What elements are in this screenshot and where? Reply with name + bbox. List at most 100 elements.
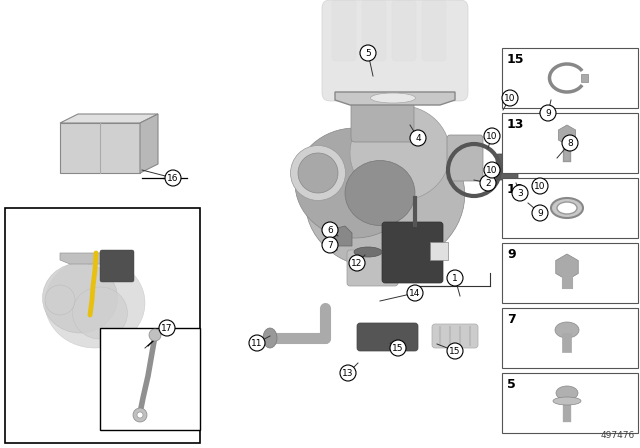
Text: 10: 10: [486, 165, 498, 175]
Circle shape: [322, 237, 338, 253]
Circle shape: [390, 340, 406, 356]
Text: 10: 10: [486, 132, 498, 141]
Circle shape: [360, 45, 376, 61]
Text: 15: 15: [449, 346, 461, 356]
Circle shape: [562, 135, 578, 151]
Text: 2: 2: [485, 178, 491, 188]
Text: 1: 1: [452, 273, 458, 283]
Polygon shape: [330, 226, 352, 246]
Text: 4: 4: [415, 134, 421, 142]
Text: 15: 15: [392, 344, 404, 353]
Ellipse shape: [371, 93, 415, 103]
FancyBboxPatch shape: [332, 0, 356, 61]
Circle shape: [480, 175, 496, 191]
Bar: [430, 242, 448, 260]
Circle shape: [165, 170, 181, 186]
Ellipse shape: [345, 160, 415, 225]
Ellipse shape: [263, 328, 277, 348]
Text: 15: 15: [507, 53, 525, 66]
Ellipse shape: [291, 146, 346, 201]
Text: 13: 13: [342, 369, 354, 378]
Circle shape: [484, 174, 496, 186]
Bar: [100, 328, 200, 430]
Bar: [581, 74, 588, 82]
Circle shape: [137, 412, 143, 418]
Circle shape: [349, 255, 365, 271]
Ellipse shape: [305, 128, 465, 268]
FancyBboxPatch shape: [392, 0, 416, 61]
Circle shape: [484, 128, 500, 144]
Bar: [502, 373, 638, 433]
FancyBboxPatch shape: [322, 0, 468, 101]
Circle shape: [502, 90, 518, 106]
Ellipse shape: [551, 198, 583, 218]
Circle shape: [340, 365, 356, 381]
Text: 11: 11: [252, 339, 263, 348]
Text: 10: 10: [504, 94, 516, 103]
Circle shape: [447, 343, 463, 359]
Circle shape: [159, 320, 175, 336]
Text: 9: 9: [537, 208, 543, 217]
Text: 5: 5: [365, 48, 371, 57]
Text: 17: 17: [161, 323, 173, 332]
Bar: [502, 48, 638, 108]
FancyBboxPatch shape: [432, 324, 478, 348]
Text: 6: 6: [327, 225, 333, 234]
Bar: [502, 243, 638, 303]
Ellipse shape: [45, 285, 75, 315]
Circle shape: [407, 285, 423, 301]
Bar: [502, 113, 638, 173]
FancyBboxPatch shape: [447, 135, 483, 181]
FancyBboxPatch shape: [351, 99, 414, 142]
Bar: [502, 178, 638, 238]
Text: 16: 16: [167, 173, 179, 182]
Polygon shape: [60, 253, 110, 264]
Circle shape: [249, 335, 265, 351]
FancyBboxPatch shape: [347, 250, 398, 286]
Ellipse shape: [45, 258, 145, 348]
Ellipse shape: [557, 202, 577, 214]
Polygon shape: [60, 123, 140, 173]
Ellipse shape: [354, 247, 382, 257]
Text: 10: 10: [507, 183, 525, 196]
Text: 7: 7: [327, 241, 333, 250]
Text: 9: 9: [545, 108, 551, 117]
FancyBboxPatch shape: [422, 0, 446, 61]
Bar: [502, 308, 638, 368]
Ellipse shape: [350, 105, 450, 201]
Circle shape: [540, 105, 556, 121]
Text: 8: 8: [567, 138, 573, 147]
Ellipse shape: [555, 322, 579, 338]
Ellipse shape: [72, 287, 127, 339]
Text: 13: 13: [507, 118, 524, 131]
Circle shape: [322, 222, 338, 238]
Circle shape: [447, 270, 463, 286]
Circle shape: [133, 408, 147, 422]
Text: 10: 10: [534, 181, 546, 190]
Circle shape: [149, 329, 161, 341]
FancyBboxPatch shape: [357, 323, 418, 351]
Text: 7: 7: [507, 313, 516, 326]
Ellipse shape: [556, 386, 578, 400]
Ellipse shape: [552, 66, 562, 74]
FancyBboxPatch shape: [362, 0, 386, 61]
Text: 9: 9: [507, 248, 516, 261]
Circle shape: [512, 185, 528, 201]
Polygon shape: [335, 92, 455, 105]
Circle shape: [484, 162, 500, 178]
FancyBboxPatch shape: [496, 154, 518, 180]
Ellipse shape: [42, 263, 118, 333]
Polygon shape: [140, 114, 158, 173]
Text: 497476: 497476: [601, 431, 635, 440]
Ellipse shape: [553, 397, 581, 405]
Text: 3: 3: [517, 189, 523, 198]
Text: 5: 5: [507, 378, 516, 391]
Polygon shape: [60, 114, 158, 123]
Bar: [5, 208, 200, 443]
Circle shape: [532, 178, 548, 194]
Text: 12: 12: [351, 258, 363, 267]
Circle shape: [532, 205, 548, 221]
Circle shape: [410, 130, 426, 146]
Circle shape: [543, 103, 553, 113]
Ellipse shape: [298, 153, 338, 193]
